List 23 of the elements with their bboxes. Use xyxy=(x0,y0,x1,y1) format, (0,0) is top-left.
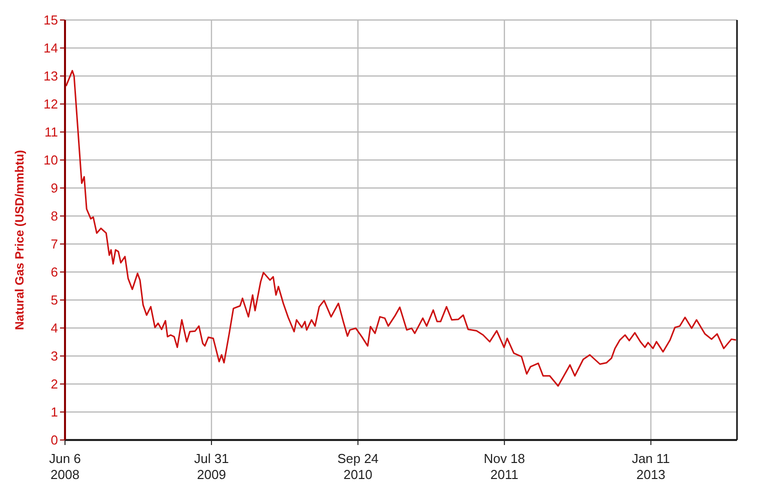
y-tick-label: 4 xyxy=(50,320,58,336)
y-tick-label: 14 xyxy=(44,40,58,56)
y-tick-label: 7 xyxy=(50,236,58,252)
y-tick-label: 12 xyxy=(44,96,58,112)
y-tick-label: 8 xyxy=(50,208,58,224)
y-tick-label: 10 xyxy=(44,152,58,168)
x-tick-label: Jan 11 2013 xyxy=(632,451,670,482)
y-tick-label: 6 xyxy=(50,264,58,280)
x-tick-label: Jun 6 2008 xyxy=(49,451,81,482)
y-tick-label: 9 xyxy=(50,180,58,196)
y-tick-label: 13 xyxy=(44,68,58,84)
y-axis-title: Natural Gas Price (USD/mmbtu) xyxy=(12,150,26,330)
line-series xyxy=(65,70,737,387)
y-tick-label: 5 xyxy=(50,292,58,308)
y-tick-label: 2 xyxy=(50,376,58,392)
x-tick-label: Jul 31 2009 xyxy=(194,451,229,482)
y-tick-label: 11 xyxy=(44,124,58,140)
y-tick-label: 15 xyxy=(44,12,58,28)
x-tick-label: Sep 24 2010 xyxy=(337,451,379,482)
x-tick-label: Nov 18 2011 xyxy=(484,451,525,482)
y-tick-label: 1 xyxy=(50,404,58,420)
y-tick-label: 3 xyxy=(50,348,58,364)
y-tick-label: 0 xyxy=(50,432,58,448)
